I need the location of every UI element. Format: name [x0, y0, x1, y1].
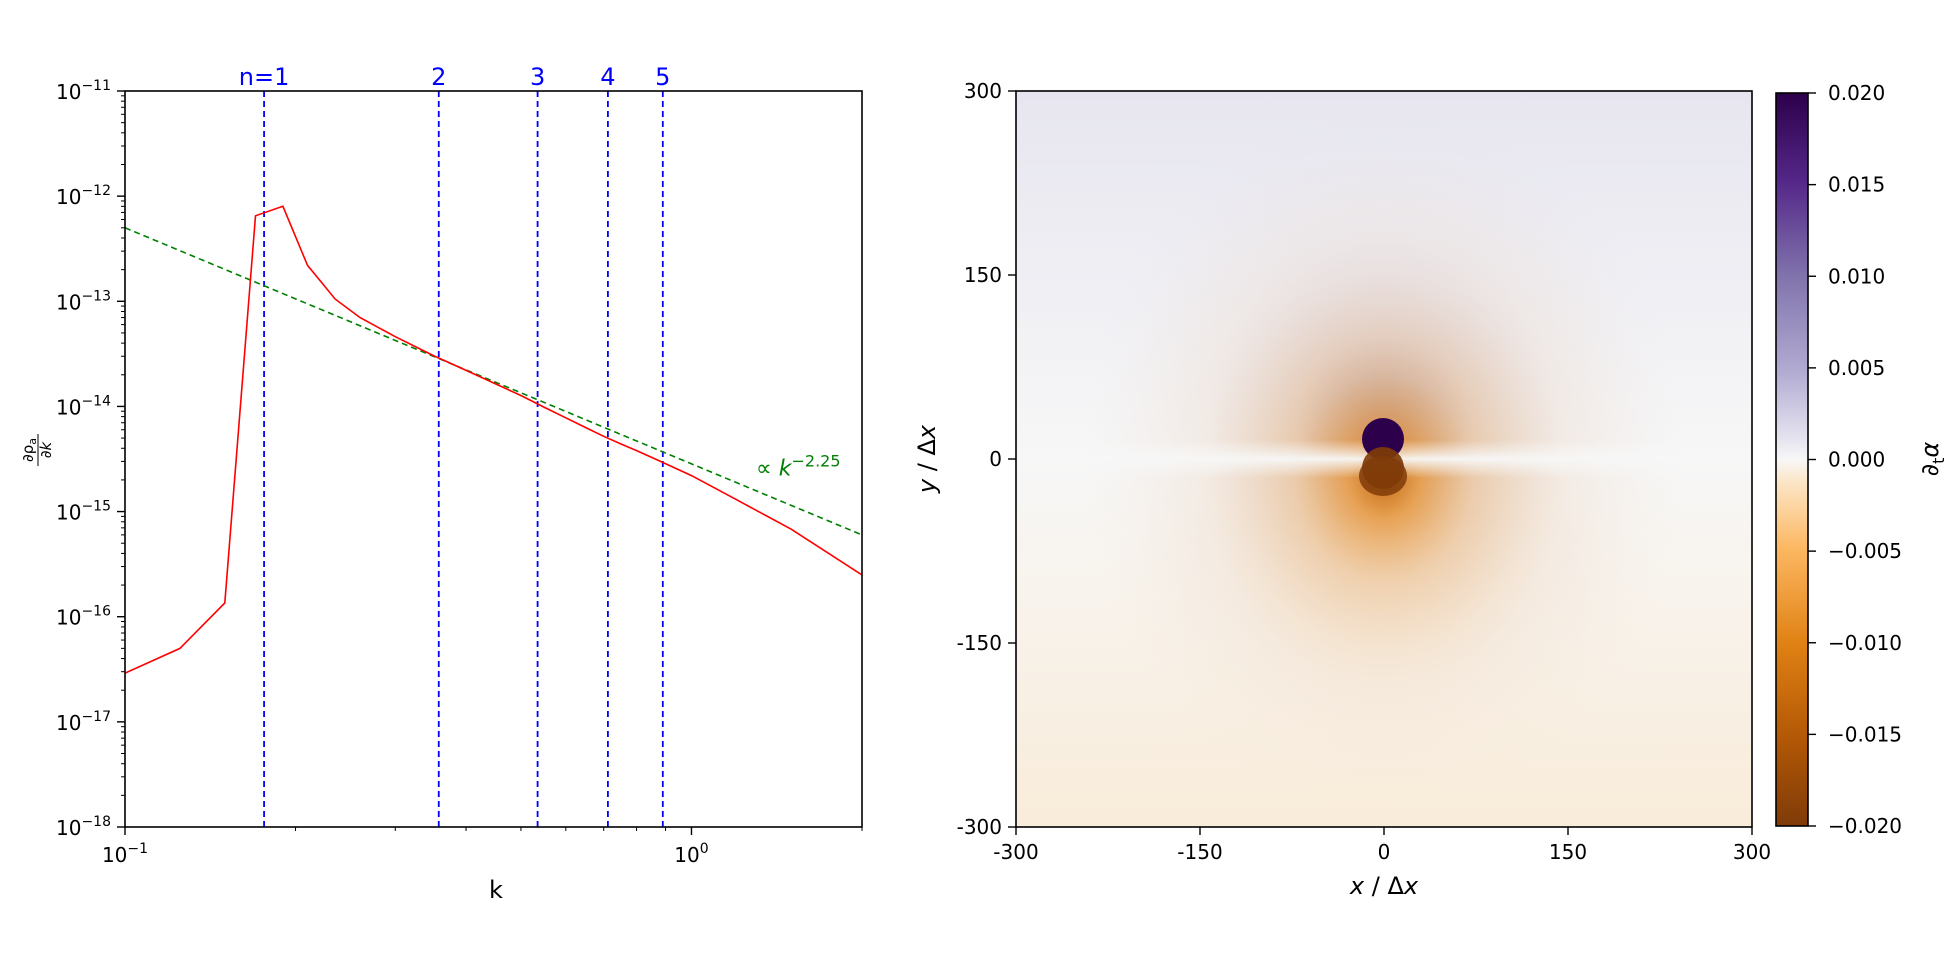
heatmap-y-ticks: 300 150 0 -150 -300	[957, 79, 1016, 839]
y-axis-ticks: 10−11 10−12 10−13 10−14 10−15 10−16 10−17 10−18	[56, 78, 125, 840]
heatmap-x-tick-label: 300	[1733, 840, 1771, 864]
heatmap-x-tick-label: 0	[1378, 840, 1391, 864]
spectrum-plot: 10−1110−1210−1310−1410−1510−1610−1710−18…	[19, 63, 863, 904]
colorbar-tick-label: −0.020	[1828, 814, 1902, 838]
colorbar-tick-label: −0.015	[1828, 722, 1902, 746]
colorbar-tick-label: −0.005	[1828, 539, 1902, 563]
spectrum-plot-area	[125, 91, 862, 827]
y-tick-label: 10−18	[56, 814, 111, 840]
colorbar-tick-label: 0.010	[1828, 264, 1885, 288]
spectrum-series-line	[125, 205, 862, 674]
colorbar-ticks: 0.020 0.015 0.010 0.005 0.000 −0.005 −0.010 −0.…	[1808, 81, 1902, 838]
heatmap-plot: -300 -150 0 150 300 300 150 0 -150 -300 x / Δx y…	[913, 79, 1948, 900]
heatmap-y-tick-label: -300	[957, 815, 1002, 839]
colorbar	[1775, 92, 1809, 827]
power-law-fit-line	[125, 227, 862, 536]
colorbar-tick-label: 0.015	[1828, 173, 1885, 197]
y-tick-label: 10−14	[56, 393, 111, 419]
x-tick-label: 10−1	[102, 841, 148, 867]
mode-labels: n=1 2 3 4 5	[239, 63, 671, 91]
heatmap-y-tick-label: -150	[957, 631, 1002, 655]
heatmap-y-tick-label: 300	[964, 79, 1002, 103]
power-law-label: ∝ k−2.25	[756, 452, 841, 482]
heatmap-y-axis-label: y / Δx	[913, 424, 941, 494]
heatmap-x-tick-label: -300	[993, 840, 1038, 864]
x-axis-label: k	[489, 876, 503, 904]
x-axis-ticks: 10−1 100	[102, 827, 863, 867]
colorbar-tick-label: 0.000	[1828, 448, 1885, 472]
colorbar-tick-label: −0.010	[1828, 631, 1902, 655]
heatmap-x-tick-label: -150	[1177, 840, 1222, 864]
y-tick-label: 10−13	[56, 288, 111, 314]
y-tick-label: 10−15	[56, 499, 111, 525]
colorbar-tick-label: 0.005	[1828, 356, 1885, 380]
positive-core-blob	[1362, 418, 1404, 460]
heatmap-y-tick-label: 0	[989, 447, 1002, 471]
colorbar-tick-label: 0.020	[1828, 81, 1885, 105]
y-tick-label: 10−12	[56, 183, 111, 209]
y-axis-label: ∂ρa ∂k	[19, 434, 55, 466]
y-tick-label: 10−16	[56, 604, 111, 630]
y-axis-label-numerator: ∂ρa	[19, 438, 39, 462]
mode-label-5: 5	[655, 63, 670, 91]
mode-label-1: n=1	[239, 63, 290, 91]
heatmap-x-ticks: -300 -150 0 150 300	[993, 827, 1771, 864]
heatmap-x-tick-label: 150	[1549, 840, 1587, 864]
mode-label-2: 2	[431, 63, 446, 91]
heatmap-image	[1016, 91, 1752, 827]
colorbar-label: ∂tα	[1916, 442, 1948, 477]
mode-label-3: 3	[530, 63, 545, 91]
x-tick-label: 100	[674, 841, 708, 867]
y-tick-label: 10−17	[56, 709, 111, 735]
mode-label-4: 4	[600, 63, 615, 91]
spectrum-plot-frame	[124, 90, 863, 828]
y-tick-label: 10−11	[56, 78, 111, 104]
heatmap-x-axis-label: x / Δx	[1349, 872, 1419, 900]
heatmap-y-tick-label: 150	[964, 263, 1002, 287]
y-axis-label-denominator: ∂k	[37, 440, 55, 458]
